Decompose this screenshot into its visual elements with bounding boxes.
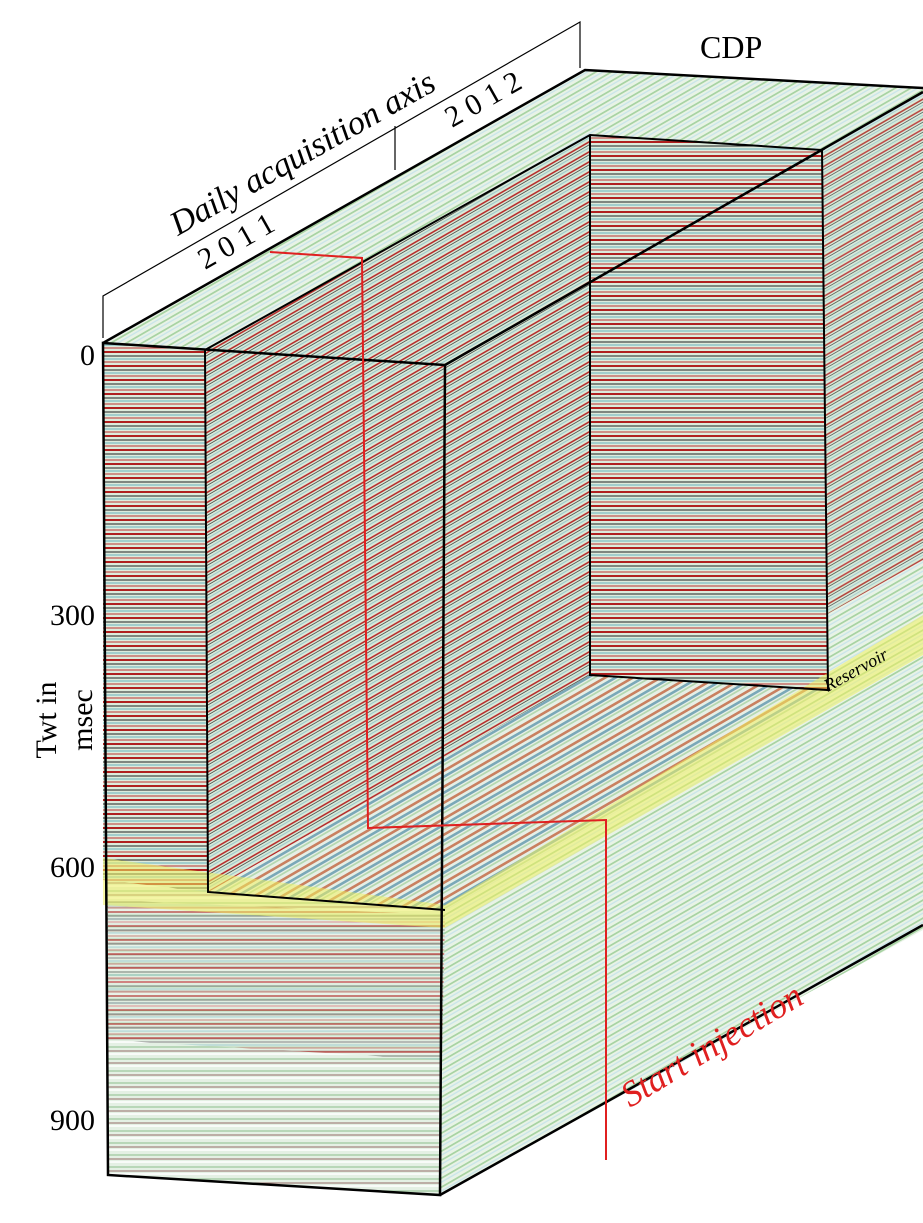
time-tick: 900 <box>50 1104 95 1137</box>
seismic-cube-figure: Daily acquisition axis 2 0 1 1 2 0 1 2 C… <box>0 0 923 1223</box>
time-axis-title: Twt in <box>30 681 63 758</box>
time-tick: 300 <box>50 599 95 632</box>
page: Daily acquisition axis 2 0 1 1 2 0 1 2 C… <box>0 0 923 1223</box>
front-face-upper <box>103 343 208 892</box>
back-panel <box>590 135 828 690</box>
time-axis-title: msec <box>66 689 99 751</box>
time-tick: 0 <box>80 339 95 372</box>
time-tick: 600 <box>50 851 95 884</box>
cdp-label: CDP <box>700 29 762 65</box>
